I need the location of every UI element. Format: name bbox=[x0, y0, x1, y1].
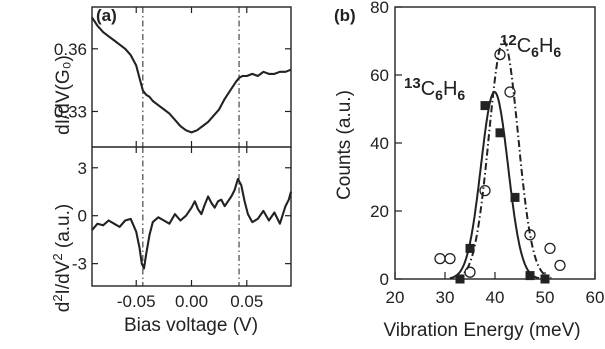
data-point-12c6h6 bbox=[494, 48, 506, 61]
data-point-13c6h6 bbox=[465, 243, 475, 253]
x-tick-label: 60 bbox=[586, 288, 605, 307]
data-point-13c6h6 bbox=[540, 274, 550, 284]
x-tick-label: 0.00 bbox=[175, 292, 208, 311]
panel-a-xlabel: Bias voltage (V) bbox=[124, 315, 258, 336]
x-tick-label: -0.05 bbox=[117, 292, 156, 311]
y-tick-label: 0 bbox=[78, 207, 87, 226]
panel-b-axes-box bbox=[394, 6, 596, 280]
panel-a-top-ylabel: dI/dV(G₀) bbox=[53, 55, 74, 135]
y-tick-label: 60 bbox=[370, 66, 389, 85]
x-tick-label: 50 bbox=[536, 288, 555, 307]
panel-b-ylabel: Counts (a.u.) bbox=[334, 90, 355, 200]
panel-a-frame bbox=[91, 6, 292, 287]
panel-a-bottom-ylabel: d2I/dV2 (a.u.) bbox=[50, 204, 74, 312]
panel-a-top-plot: 0.33 0.36 bbox=[54, 7, 292, 147]
data-point-12c6h6 bbox=[544, 242, 556, 255]
x-tick-label: 40 bbox=[486, 288, 505, 307]
y-tick-label: 20 bbox=[370, 202, 389, 221]
panel-b-xlabel: Vibration Energy (meV) bbox=[383, 320, 580, 341]
x-tick-label: 0.05 bbox=[230, 292, 263, 311]
y-tick-label: 80 bbox=[370, 0, 389, 17]
data-point-13c6h6 bbox=[525, 271, 535, 281]
species-label-13c6h6: 13C6H6 bbox=[404, 75, 465, 103]
y-tick-label: 3 bbox=[78, 159, 87, 178]
data-point-12c6h6 bbox=[464, 266, 476, 278]
panel-a: (a) 0.33 0.36 -3 0 3 -0.05 0.00 0.05 dI/dV(G₀)… bbox=[50, 6, 293, 336]
data-point-12c6h6 bbox=[554, 259, 566, 272]
x-tick-label: 30 bbox=[436, 288, 455, 307]
data-point-12c6h6 bbox=[444, 252, 456, 265]
y-tick-label: 0.33 bbox=[54, 102, 87, 121]
data-line bbox=[91, 177, 293, 270]
data-point-12c6h6 bbox=[504, 86, 516, 98]
panel-a-label: (a) bbox=[96, 6, 117, 25]
data-point-13c6h6 bbox=[495, 128, 505, 138]
data-point-12c6h6 bbox=[479, 184, 491, 197]
fit-curve-13c6h6 bbox=[449, 90, 540, 280]
data-point-12c6h6 bbox=[524, 229, 536, 241]
data-point-13c6h6 bbox=[510, 192, 520, 202]
x-tick-label: 20 bbox=[386, 288, 405, 307]
data-point-13c6h6 bbox=[455, 274, 465, 284]
panel-b-label: (b) bbox=[334, 6, 356, 25]
data-point-13c6h6 bbox=[480, 101, 490, 111]
panel-a-bottom-plot: -3 0 3 -0.05 0.00 0.05 bbox=[72, 147, 293, 311]
y-tick-label: 40 bbox=[370, 134, 389, 153]
y-tick-label: -3 bbox=[72, 255, 87, 274]
y-tick-label: 0 bbox=[380, 270, 389, 289]
species-label-12c6h6: 12C6H6 bbox=[500, 32, 561, 60]
fit-curve-12c6h6 bbox=[455, 39, 552, 279]
data-line bbox=[91, 16, 292, 134]
data-point-12c6h6 bbox=[434, 252, 446, 265]
y-tick-label: 0.36 bbox=[54, 40, 87, 59]
